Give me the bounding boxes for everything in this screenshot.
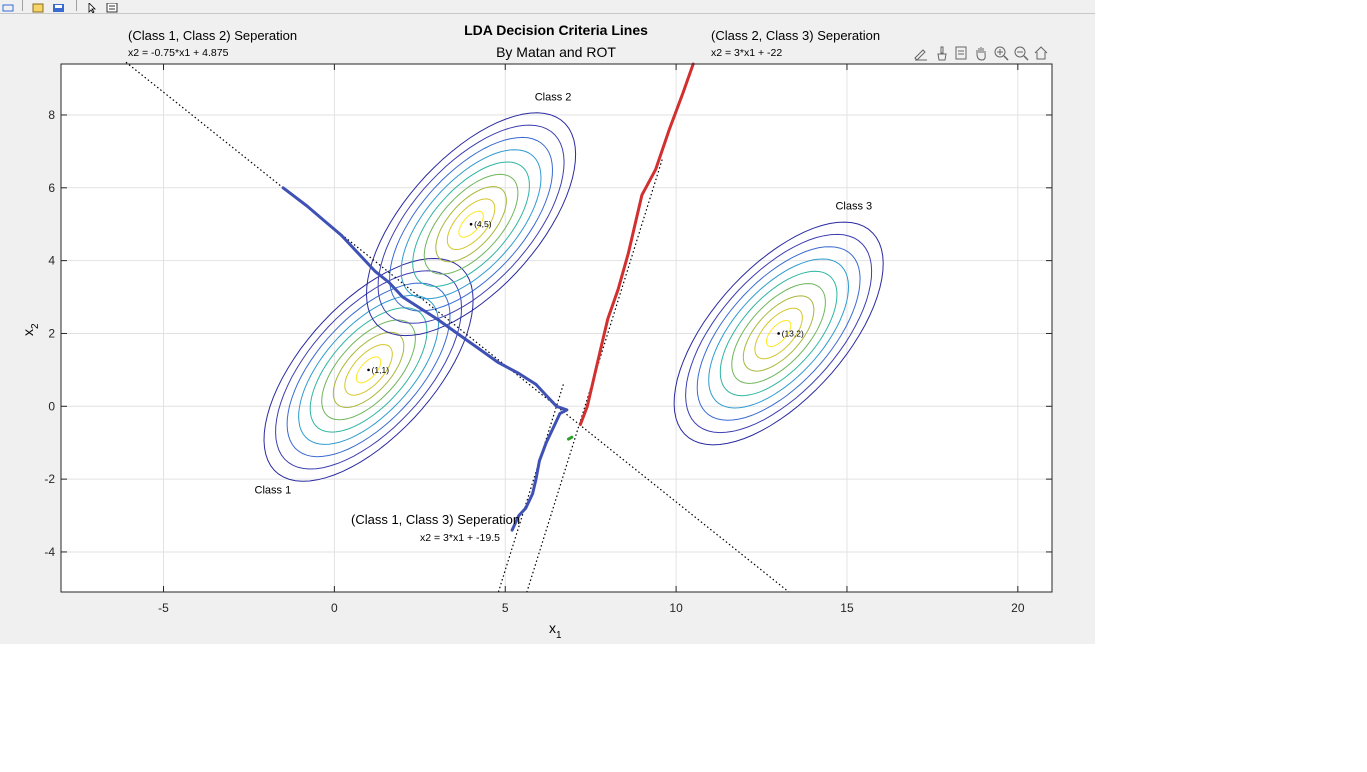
contour-line — [423, 173, 519, 275]
contour-line — [263, 257, 474, 482]
class-mean-point — [777, 332, 780, 335]
contour-line — [696, 246, 861, 421]
class-name-label: Class 2 — [535, 91, 572, 103]
sep12-equation: x2 = -0.75*x1 + 4.875 — [128, 47, 229, 59]
contour-line — [458, 210, 484, 238]
y-tick-label: 6 — [48, 181, 55, 195]
y-tick-label: -2 — [44, 472, 55, 486]
sep13-equation: x2 = 3*x1 + -19.5 — [420, 532, 500, 544]
x-tick-label: 10 — [669, 601, 683, 615]
class-mean-label: (1,1) — [372, 365, 390, 375]
property-editor-icon[interactable] — [106, 0, 119, 13]
figure-window: LDA Decision Criteria Lines By Matan and… — [0, 0, 1095, 644]
contour-line — [321, 319, 416, 421]
y-axis-label: x2 — [20, 323, 41, 336]
home-icon[interactable] — [1032, 44, 1050, 62]
y-tick-label: -4 — [44, 545, 55, 559]
theoretical-boundary-line — [497, 384, 564, 593]
contour-line — [446, 198, 496, 251]
class-mean-point — [469, 222, 473, 226]
contour-line — [765, 320, 792, 348]
class-name-label: Class 1 — [255, 485, 292, 497]
contour-line — [286, 282, 451, 458]
y-tick-label: 0 — [48, 399, 55, 413]
contour-line — [731, 283, 826, 384]
axes-box — [60, 63, 1053, 593]
contour-line — [435, 186, 507, 263]
contour-line — [673, 221, 884, 446]
theoretical-boundary-line — [125, 61, 790, 593]
y-tick-label: 2 — [48, 326, 55, 340]
contour-line — [742, 295, 815, 372]
toolbar-separator — [76, 0, 77, 11]
class-mean-label: (13,2) — [782, 328, 804, 338]
edit-plot-icon[interactable] — [912, 44, 930, 62]
zoom-in-icon[interactable] — [992, 44, 1010, 62]
link-icon[interactable] — [2, 0, 15, 12]
contours — [263, 112, 884, 482]
contour-line — [298, 294, 440, 445]
contour-line — [355, 356, 382, 384]
empirical-boundary-line — [281, 186, 569, 412]
contour-line — [275, 270, 463, 470]
axes-toolbar — [912, 44, 1050, 62]
contour-line — [754, 307, 803, 360]
chart-title: LDA Decision Criteria Lines — [464, 22, 648, 38]
class-name-label: Class 3 — [835, 201, 872, 213]
empirical-boundary-line — [578, 62, 695, 426]
lines — [125, 61, 790, 593]
class-mean-label: (4,5) — [474, 219, 492, 229]
contour-line — [412, 161, 530, 287]
sep23-title: (Class 2, Class 3) Seperation — [711, 28, 880, 43]
contour-line — [708, 258, 850, 409]
contour-line — [685, 233, 873, 434]
y-tick-label: 4 — [48, 254, 55, 268]
contour-line — [719, 270, 838, 397]
y-tick-label: 8 — [48, 108, 55, 122]
plot-area — [61, 64, 1052, 592]
ticks: -5 0 5 10 15 20 -4 -2 0 2 4 6 8 — [44, 64, 1052, 615]
datatip-icon[interactable] — [952, 44, 970, 62]
sep12-title: (Class 1, Class 2) Seperation — [128, 28, 297, 43]
contour-line — [400, 149, 542, 300]
open-icon[interactable] — [32, 0, 45, 13]
contour-line — [365, 112, 577, 337]
class-mean-point — [367, 368, 370, 372]
empirical-boundary-line — [510, 408, 569, 532]
contour-line — [332, 331, 405, 409]
x-tick-label: 15 — [840, 601, 854, 615]
chart-svg: LDA Decision Criteria Lines By Matan and… — [20, 22, 1053, 641]
toolbar-separator — [22, 0, 23, 11]
contour-line — [344, 344, 393, 396]
contour-line — [389, 136, 554, 312]
save-icon[interactable] — [52, 0, 65, 12]
marks: (1,1) Class 1 (4,5) Class 2 (13,2) Class 3 — [255, 91, 873, 496]
zoom-out-icon[interactable] — [1012, 44, 1030, 62]
x-tick-label: 5 — [502, 601, 509, 615]
sep13-title: (Class 1, Class 3) Seperation — [351, 512, 520, 527]
sep23-equation: x2 = 3*x1 + -22 — [711, 47, 782, 59]
chart-subtitle: By Matan and ROT — [496, 44, 616, 60]
figure-toolbar — [0, 0, 1095, 14]
empirical-boundary-line — [567, 435, 574, 441]
pan-icon[interactable] — [972, 44, 990, 62]
x-axis-label: x1 — [549, 620, 562, 641]
x-tick-label: 20 — [1011, 601, 1025, 615]
x-tick-label: -5 — [158, 601, 169, 615]
x-tick-label: 0 — [331, 601, 338, 615]
contour-line — [377, 124, 565, 324]
pointer-icon[interactable] — [86, 0, 99, 14]
brush-icon[interactable] — [932, 44, 950, 62]
